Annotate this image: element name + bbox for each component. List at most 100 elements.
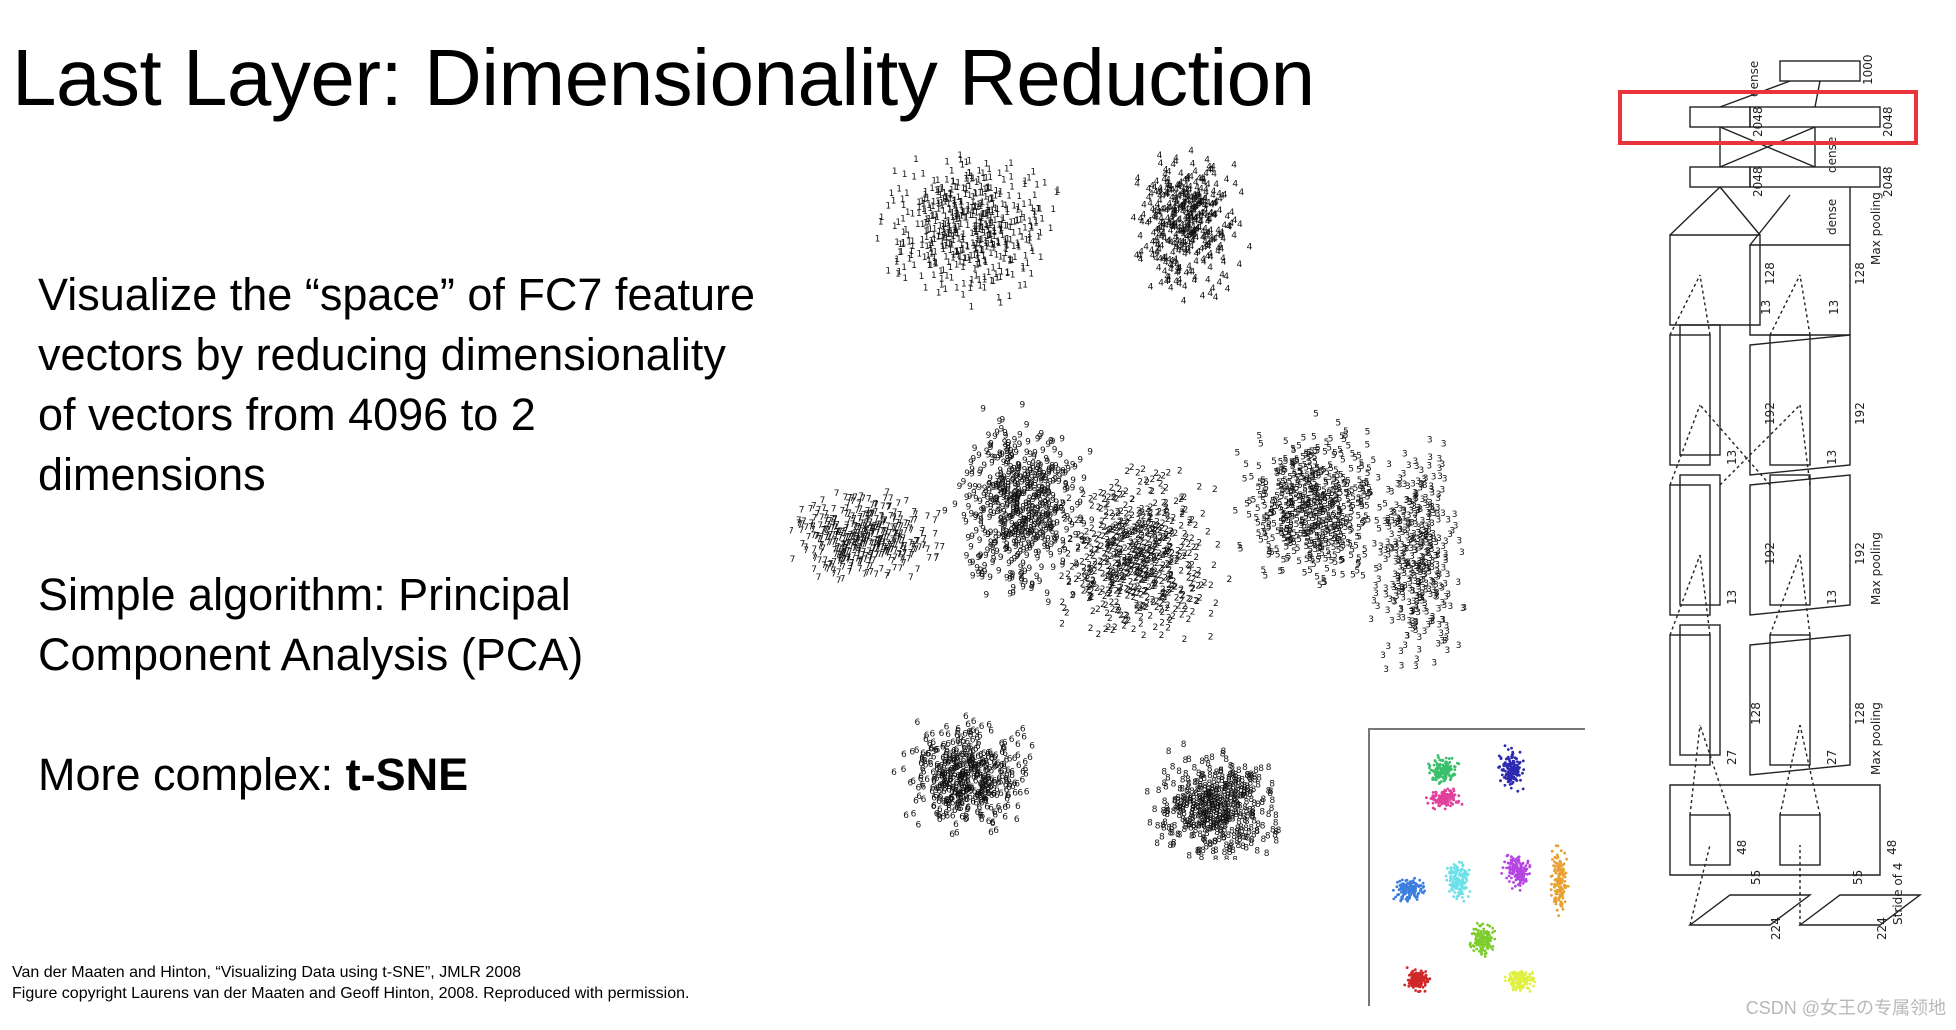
svg-text:7: 7 (879, 513, 885, 523)
svg-text:4: 4 (1194, 192, 1200, 202)
svg-text:4: 4 (1182, 282, 1188, 292)
svg-text:3: 3 (1443, 556, 1449, 566)
svg-text:9: 9 (1029, 478, 1035, 488)
svg-text:1: 1 (902, 274, 908, 284)
svg-text:1: 1 (960, 244, 966, 254)
label-stride: Stride of 4 (1891, 863, 1905, 925)
svg-text:7: 7 (831, 570, 837, 580)
svg-text:1: 1 (961, 230, 967, 240)
svg-text:5: 5 (1301, 434, 1307, 444)
svg-text:4: 4 (1161, 255, 1167, 265)
svg-text:7: 7 (812, 514, 818, 524)
svg-text:7: 7 (908, 573, 914, 583)
svg-text:9: 9 (1077, 456, 1083, 466)
svg-text:1: 1 (992, 216, 998, 226)
svg-text:4: 4 (1211, 210, 1217, 220)
svg-text:4: 4 (1178, 227, 1184, 237)
svg-text:1: 1 (941, 226, 947, 236)
svg-text:7: 7 (939, 542, 945, 552)
svg-text:1: 1 (878, 217, 884, 227)
svg-text:2: 2 (1166, 537, 1172, 547)
svg-text:9: 9 (1032, 448, 1038, 458)
svg-text:1: 1 (972, 188, 978, 198)
svg-text:4: 4 (1202, 201, 1208, 211)
svg-text:2: 2 (1170, 581, 1176, 591)
svg-text:4: 4 (1174, 269, 1180, 279)
svg-text:2: 2 (1125, 519, 1131, 529)
svg-text:4: 4 (1170, 209, 1176, 219)
svg-text:2: 2 (1149, 487, 1155, 497)
svg-text:5: 5 (1365, 440, 1371, 450)
svg-text:4: 4 (1191, 226, 1197, 236)
svg-text:9: 9 (1000, 416, 1006, 426)
svg-text:9: 9 (973, 494, 979, 504)
svg-text:9: 9 (1049, 523, 1055, 533)
svg-text:4: 4 (1237, 220, 1243, 230)
svg-text:4: 4 (1171, 223, 1177, 233)
svg-text:1: 1 (932, 258, 938, 268)
svg-text:9: 9 (1031, 495, 1037, 505)
svg-text:1: 1 (993, 270, 999, 280)
svg-text:5: 5 (1279, 528, 1285, 538)
svg-text:1: 1 (987, 206, 993, 216)
svg-text:9: 9 (1047, 523, 1053, 533)
svg-text:1: 1 (950, 209, 956, 219)
svg-text:1: 1 (929, 248, 935, 258)
svg-text:1: 1 (943, 252, 949, 262)
svg-text:4: 4 (1193, 214, 1199, 224)
svg-text:4: 4 (1184, 205, 1190, 215)
svg-text:5: 5 (1371, 456, 1377, 466)
svg-text:7: 7 (899, 542, 905, 552)
svg-text:7: 7 (827, 523, 833, 533)
svg-text:7: 7 (869, 540, 875, 550)
svg-text:5: 5 (1365, 493, 1371, 503)
svg-text:9: 9 (1020, 559, 1026, 569)
color-cluster (1425, 787, 1464, 811)
svg-text:9: 9 (1024, 448, 1030, 458)
color-cluster (1444, 860, 1472, 903)
slide-title: Last Layer: Dimensionality Reduction (12, 33, 1315, 122)
svg-text:4: 4 (1174, 260, 1180, 270)
svg-text:7: 7 (866, 495, 872, 505)
svg-text:7: 7 (862, 525, 868, 535)
svg-text:1: 1 (987, 230, 993, 240)
svg-text:1: 1 (1042, 179, 1048, 189)
svg-text:1: 1 (1029, 224, 1035, 234)
svg-text:4: 4 (1151, 229, 1157, 239)
svg-text:9: 9 (1007, 547, 1013, 557)
svg-text:7: 7 (836, 557, 842, 567)
svg-text:3: 3 (1417, 531, 1423, 541)
svg-text:4: 4 (1223, 272, 1229, 282)
svg-text:2: 2 (1166, 614, 1172, 624)
svg-text:1: 1 (944, 195, 950, 205)
svg-text:4: 4 (1196, 210, 1202, 220)
svg-text:4: 4 (1217, 206, 1223, 216)
svg-text:7: 7 (832, 523, 838, 533)
svg-text:4: 4 (1180, 190, 1186, 200)
svg-text:9: 9 (1010, 509, 1016, 519)
svg-text:5: 5 (1233, 506, 1239, 516)
svg-text:5: 5 (1235, 449, 1241, 459)
svg-text:9: 9 (1058, 504, 1064, 514)
svg-text:9: 9 (1045, 534, 1051, 544)
svg-text:9: 9 (1034, 572, 1040, 582)
svg-text:9: 9 (993, 495, 999, 505)
svg-text:7: 7 (833, 550, 839, 560)
svg-text:9: 9 (998, 470, 1004, 480)
svg-text:2: 2 (1111, 537, 1117, 547)
svg-text:4: 4 (1168, 183, 1174, 193)
svg-text:1: 1 (998, 227, 1004, 237)
svg-text:9: 9 (1002, 517, 1008, 527)
svg-text:4: 4 (1197, 223, 1203, 233)
svg-text:7: 7 (857, 544, 863, 554)
svg-text:1: 1 (931, 198, 937, 208)
svg-text:1: 1 (910, 242, 916, 252)
svg-text:4: 4 (1198, 217, 1204, 227)
svg-text:1: 1 (977, 236, 983, 246)
color-cluster (1427, 754, 1461, 785)
svg-text:4: 4 (1192, 230, 1198, 240)
svg-text:2: 2 (1116, 533, 1122, 543)
svg-text:9: 9 (1010, 529, 1016, 539)
svg-text:4: 4 (1195, 224, 1201, 234)
svg-text:7: 7 (914, 537, 920, 547)
